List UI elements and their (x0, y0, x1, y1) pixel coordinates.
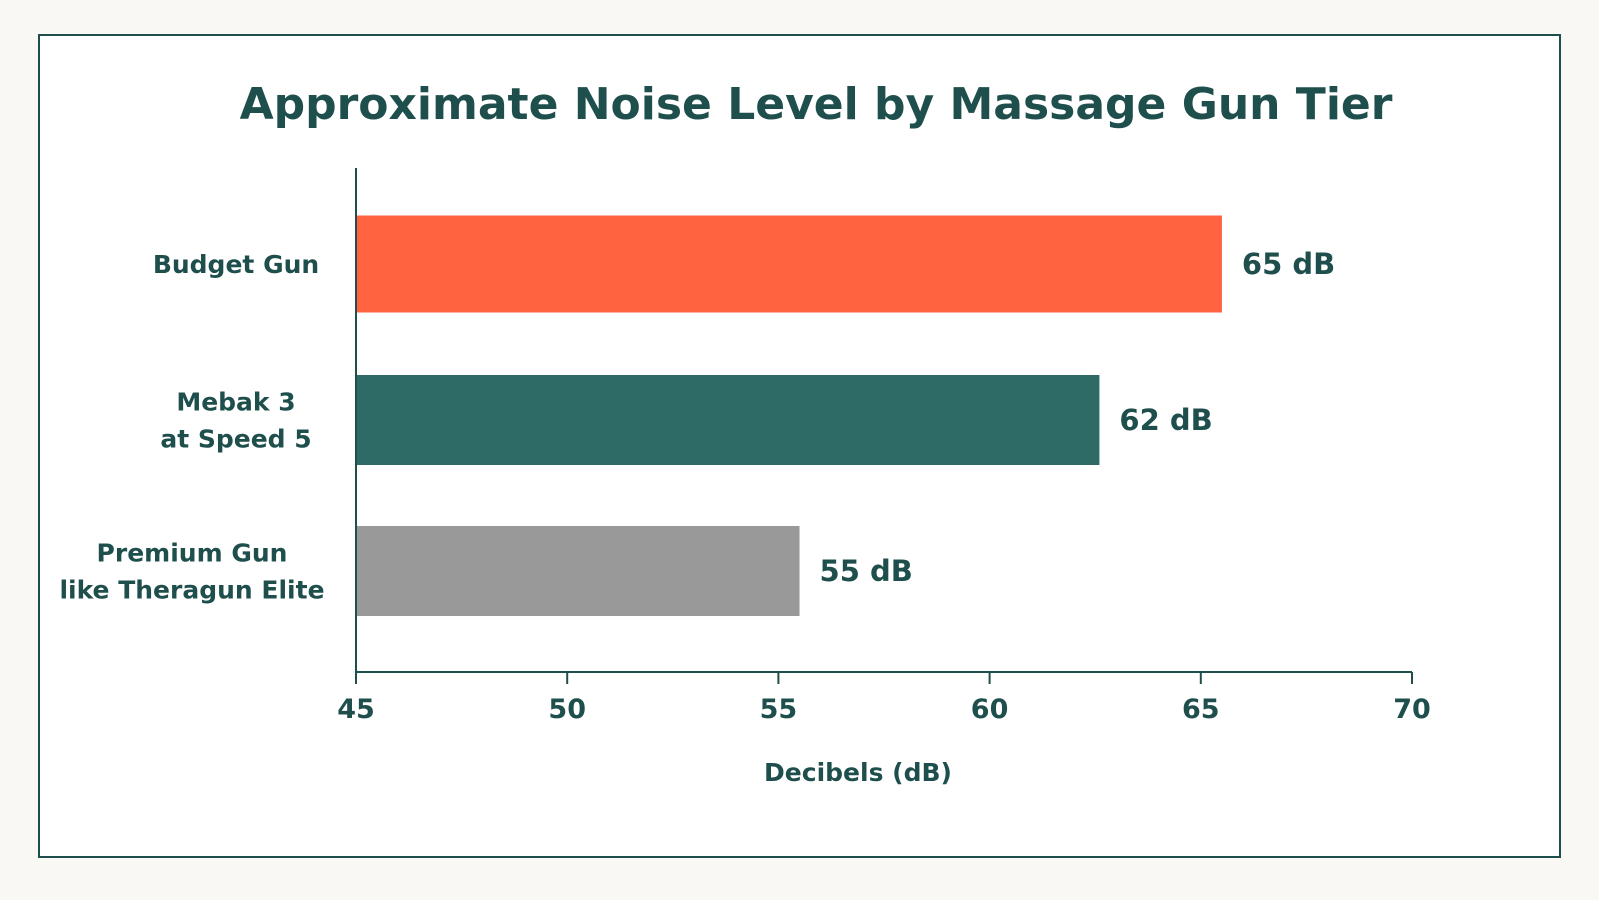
axis-layer: 45 50 55 60 65 70 (337, 168, 1431, 725)
category-label-line: Mebak 3 (176, 388, 295, 417)
chart-title: Approximate Noise Level by Massage Gun T… (240, 79, 1393, 130)
x-tick-label: 70 (1393, 694, 1431, 725)
x-tick-label: 65 (1182, 694, 1220, 725)
x-tick-label: 50 (548, 694, 586, 725)
category-label-line: at Speed 5 (160, 425, 311, 454)
bar-1 (356, 215, 1222, 313)
category-label-1: Budget Gun (153, 250, 319, 279)
category-label-line: Budget Gun (153, 250, 319, 279)
x-tick-label: 55 (760, 694, 798, 725)
bars-layer (356, 215, 1222, 616)
category-label-line: Premium Gun (97, 539, 288, 568)
category-label-2: Mebak 3 at Speed 5 (160, 388, 311, 454)
chart-frame: Approximate Noise Level by Massage Gun T… (38, 34, 1561, 858)
data-label-3: 55 dB (820, 554, 913, 588)
bar-3 (356, 526, 800, 616)
x-tick-label: 45 (337, 694, 375, 725)
labels-layer: 65 dB Budget Gun 62 dB Mebak 3 at Speed 5 55 … (59, 247, 1335, 605)
category-label-3: Premium Gun like Theragun Elite (59, 539, 324, 605)
x-tick-label: 60 (971, 694, 1009, 725)
data-label-1: 65 dB (1242, 247, 1335, 281)
bar-chart: Approximate Noise Level by Massage Gun T… (59, 79, 1431, 787)
bar-2 (356, 375, 1100, 465)
x-axis-title: Decibels (dB) (764, 758, 952, 787)
category-label-line: like Theragun Elite (59, 576, 324, 605)
data-label-2: 62 dB (1119, 403, 1212, 437)
